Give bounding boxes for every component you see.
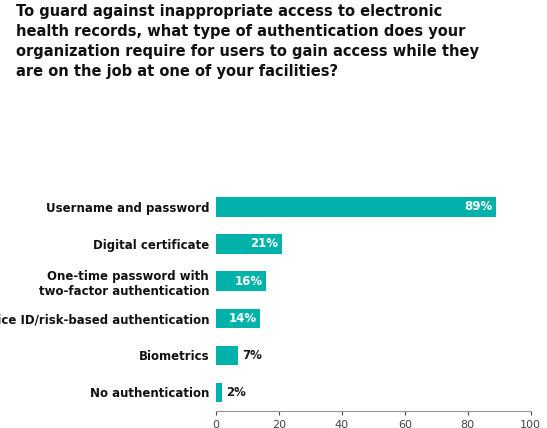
Text: 7%: 7% — [242, 349, 261, 362]
Bar — [216, 234, 282, 254]
Bar — [216, 345, 238, 365]
Bar — [216, 197, 496, 217]
Bar — [216, 383, 222, 402]
Text: 14%: 14% — [228, 312, 257, 325]
Bar — [216, 271, 266, 291]
Text: To guard against inappropriate access to electronic
health records, what type of: To guard against inappropriate access to… — [16, 4, 479, 79]
Text: 21%: 21% — [251, 238, 278, 250]
Bar — [216, 309, 260, 328]
Text: 2%: 2% — [226, 386, 246, 399]
Text: 89%: 89% — [464, 200, 492, 214]
Text: 16%: 16% — [235, 274, 263, 288]
